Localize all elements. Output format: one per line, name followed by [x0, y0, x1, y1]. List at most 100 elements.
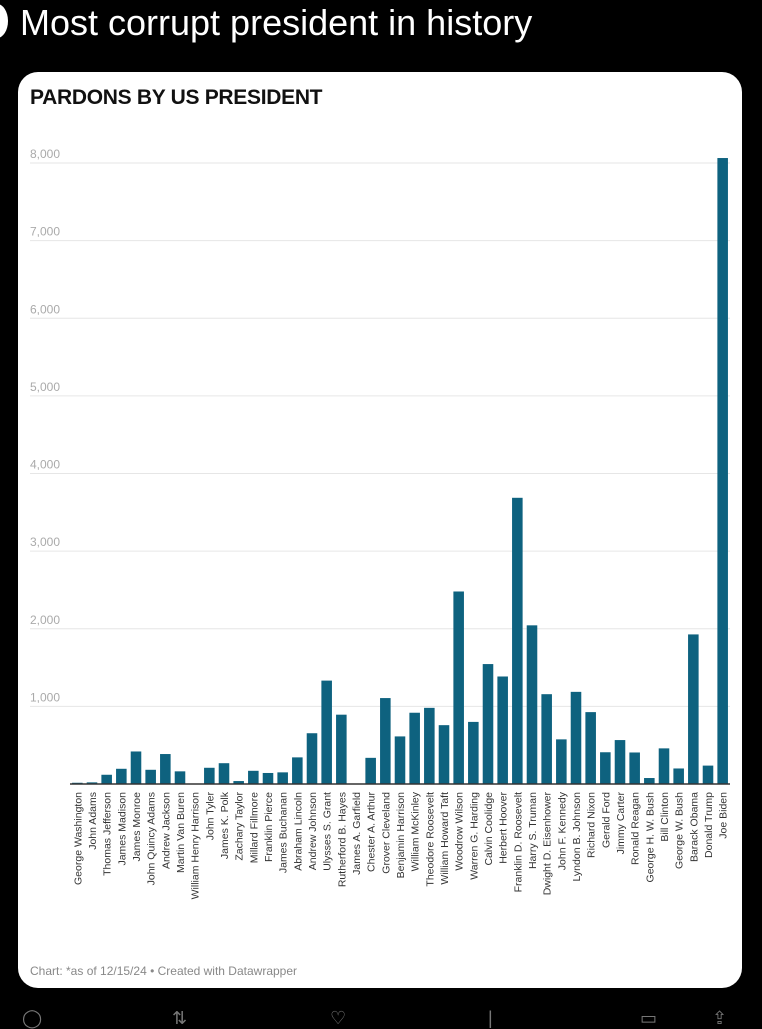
x-tick-label: Ulysses S. Grant	[322, 792, 334, 871]
bar	[702, 765, 714, 784]
post-text: Most corrupt president in history	[20, 2, 533, 43]
bar	[336, 714, 347, 784]
bar	[380, 698, 391, 784]
share-icon[interactable]: ⇪	[712, 1008, 728, 1028]
x-tick-label: Martin Van Buren	[175, 792, 187, 873]
bar	[292, 757, 303, 784]
y-tick-label: 3,000	[30, 535, 60, 549]
x-tick-label: Ronald Reagan	[630, 792, 642, 865]
bar	[306, 733, 318, 784]
y-tick-label: 2,000	[30, 613, 60, 627]
x-tick-label: Franklin D. Roosevelt	[512, 792, 524, 892]
bar	[394, 736, 406, 784]
bar-chart: 1,000 2,000 3,000 4,000 5,000 6,000 7,000 8,000…	[30, 147, 730, 899]
bar	[688, 634, 699, 784]
x-tick-label: George H. W. Bush	[644, 792, 656, 883]
x-tick-label: John F. Kennedy	[556, 791, 568, 870]
bar	[233, 781, 244, 784]
y-tick-label: 6,000	[30, 302, 60, 316]
bar	[365, 757, 376, 784]
x-tick-label: Gerald Ford	[600, 792, 612, 848]
y-tick-label: 8,000	[30, 147, 60, 161]
bar	[86, 782, 98, 784]
bar	[482, 664, 494, 784]
x-tick-label: Grover Cleveland	[380, 792, 392, 874]
bar	[526, 625, 538, 784]
x-tick-label: William Howard Taft	[439, 792, 451, 885]
bar	[174, 771, 186, 784]
bar	[218, 763, 230, 784]
bar	[424, 707, 435, 784]
bar	[570, 691, 582, 784]
x-tick-label: Andrew Jackson	[160, 792, 172, 869]
bar	[438, 725, 450, 784]
bar	[145, 769, 156, 784]
x-tick-label: Andrew Johnson	[307, 792, 319, 870]
bar	[101, 774, 112, 784]
x-tick-label: Warren G. Harding	[468, 792, 480, 880]
x-tick-label: John Tyler	[204, 791, 216, 840]
bar	[556, 739, 567, 784]
x-tick-label: George Washington	[72, 792, 84, 885]
x-tick-label: Dwight D. Eisenhower	[542, 792, 554, 896]
bar	[658, 748, 670, 784]
x-tick-label: Barack Obama	[688, 792, 700, 862]
chart-footer: Chart: *as of 12/15/24 • Created with Da…	[30, 964, 298, 978]
reply-icon[interactable]: ◯	[22, 1008, 43, 1028]
x-tick-label: Chester A. Arthur	[366, 792, 378, 872]
bar	[512, 497, 523, 784]
x-tick-label: Harry S. Truman	[527, 792, 539, 869]
x-tick-label: Lyndon B. Johnson	[571, 792, 583, 882]
bar	[717, 158, 728, 785]
views-icon[interactable]: |	[488, 1008, 493, 1028]
x-tick-label: John Quincy Adams	[146, 792, 158, 885]
x-tick-label: Theodore Roosevelt	[424, 792, 436, 887]
bar	[262, 772, 274, 784]
x-tick-label: James K. Polk	[219, 791, 231, 859]
avatar[interactable]	[0, 4, 8, 38]
x-tick-label: Franklin Pierce	[263, 792, 275, 862]
x-tick-label: James A. Garfield	[351, 792, 363, 875]
x-tick-label: Millard Fillmore	[248, 792, 260, 863]
x-tick-label: Calvin Coolidge	[483, 792, 495, 866]
chart-card[interactable]: PARDONS BY US PRESIDENT 1,000 2,000 3,000 4…	[18, 72, 742, 988]
bar	[409, 712, 420, 784]
bar	[600, 752, 611, 784]
x-tick-label: Herbert Hoover	[498, 792, 510, 864]
bar	[248, 770, 259, 784]
bar	[130, 751, 142, 784]
chart-title: PARDONS BY US PRESIDENT	[30, 86, 323, 109]
y-tick-label: 1,000	[30, 690, 60, 704]
bar	[614, 740, 626, 784]
like-icon[interactable]: ♡	[330, 1008, 347, 1028]
x-tick-label: Thomas Jefferson	[102, 792, 114, 876]
bookmark-icon[interactable]: ▭	[640, 1008, 658, 1028]
bar	[116, 768, 127, 784]
x-tick-label: Donald Trump	[703, 792, 715, 858]
x-tick-label: Woodrow Wilson	[454, 792, 466, 871]
x-tick-label: William McKinley	[410, 791, 422, 871]
bar	[644, 778, 655, 784]
action-bar: ◯ ⇅ ♡ | ▭ ⇪	[0, 1008, 762, 1028]
x-tick-label: Rutherford B. Hayes	[336, 792, 348, 887]
repost-icon[interactable]: ⇅	[172, 1008, 188, 1028]
x-tick-label: Joe Biden	[718, 792, 730, 839]
x-tick-label: Abraham Lincoln	[292, 792, 304, 871]
x-tick-label: Benjamin Harrison	[395, 792, 407, 879]
bar	[204, 767, 215, 784]
bar	[160, 754, 171, 784]
bar	[277, 772, 288, 784]
bar	[673, 768, 684, 784]
x-tick-label: Bill Clinton	[659, 792, 671, 842]
y-tick-label: 7,000	[30, 225, 60, 239]
bar	[585, 712, 596, 784]
bar	[321, 680, 332, 784]
x-tick-label: James Buchanan	[278, 792, 290, 873]
y-tick-label: 5,000	[30, 380, 60, 394]
x-tick-label: John Adams	[87, 792, 99, 850]
x-tick-label: Richard Nixon	[586, 792, 598, 858]
x-tick-label: Jimmy Carter	[615, 792, 627, 855]
bar	[497, 676, 508, 784]
x-tick-label: Zachary Taylor	[234, 792, 246, 861]
bar	[468, 721, 479, 784]
